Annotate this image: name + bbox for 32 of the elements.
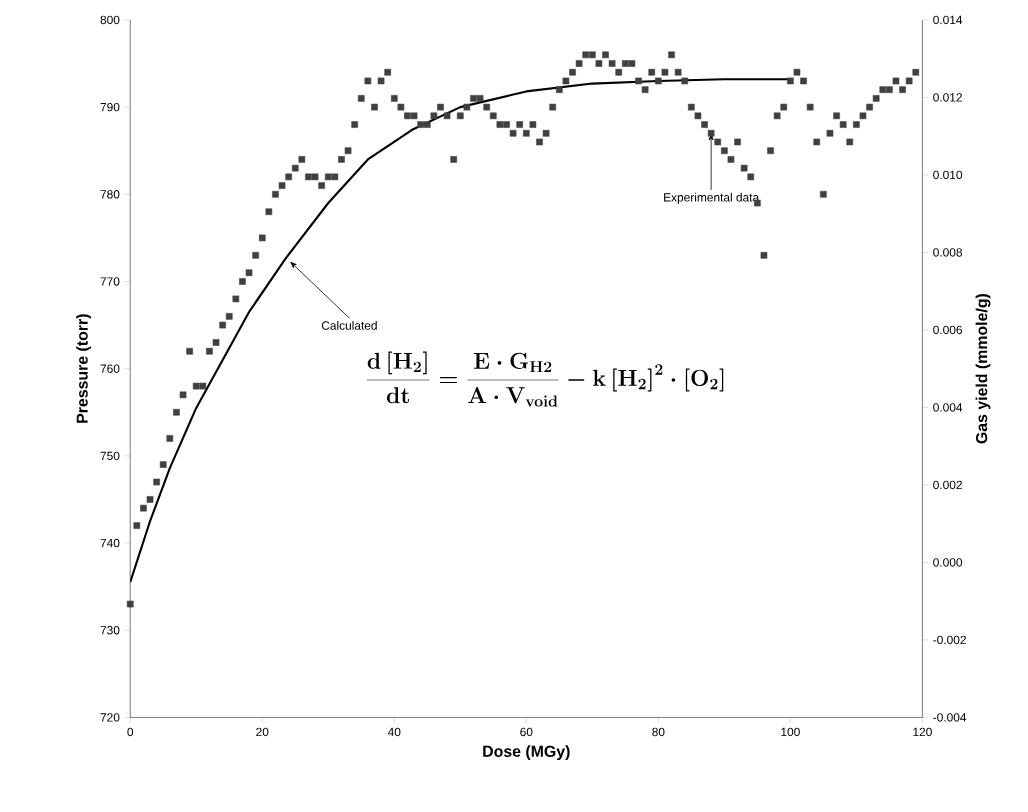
x-tick-label: 120: [913, 727, 932, 737]
x-axis-title: Dose (MGy): [483, 745, 570, 761]
y2-tick-label: -0.004: [933, 713, 967, 722]
y-tick-label: 730: [100, 625, 120, 635]
annotation: Experimental data: [664, 192, 760, 204]
y-tick-label: 800: [100, 15, 120, 25]
y2-tick-label: 0.008: [933, 248, 963, 257]
annotation: $\frac{\mathbf{d}\left[\mathbf{H}_{\mathbf{2}}\right]}{\mathbf{dt}}=\frac{\mathbf{E}\cdot\mathbf{G}_{\mathbf{H2}}}{\mathbf{A}\cdot\mathbf{V}_{\mathbf{void}}}-\mathbf{k}\left[\mathbf{H}_{\mathbf{2}}\right]^{\mathbf{2}}\cdot\left[\mathbf{O}_{\mathbf{2}}\right]$: [366, 351, 724, 407]
y-tick-label: 760: [100, 364, 120, 373]
y2-tick-label: 0.006: [933, 325, 963, 335]
x-tick-label: 20: [256, 727, 269, 737]
y-tick-label: 770: [100, 277, 120, 286]
x-tick-label: 0: [127, 727, 134, 737]
y-tick-label: 780: [100, 190, 120, 199]
x-tick-label: 100: [781, 727, 800, 737]
y2-tick-label: 0.012: [933, 93, 962, 102]
y-tick-label: 740: [100, 538, 120, 548]
x-tick-label: 80: [652, 727, 665, 737]
y2-tick-label: 0.004: [933, 403, 963, 412]
y2-tick-label: 0.010: [933, 170, 963, 180]
x-tick-label: 60: [520, 727, 533, 737]
y2-tick-label: 0.002: [933, 480, 962, 490]
y-tick-label: 750: [100, 451, 120, 461]
x-tick-label: 40: [387, 727, 401, 737]
y2-axis-title: Gas yield (mmole/g): [975, 293, 991, 444]
y2-tick-label: 0.000: [933, 558, 963, 567]
y-axis-title: Pressure (torr): [76, 314, 91, 423]
y2-tick-label: -0.002: [933, 635, 966, 645]
y-tick-label: 720: [100, 713, 120, 722]
y2-tick-label: 0.014: [933, 15, 963, 25]
annotation: Calculated: [321, 320, 377, 330]
y-tick-label: 790: [100, 102, 120, 112]
